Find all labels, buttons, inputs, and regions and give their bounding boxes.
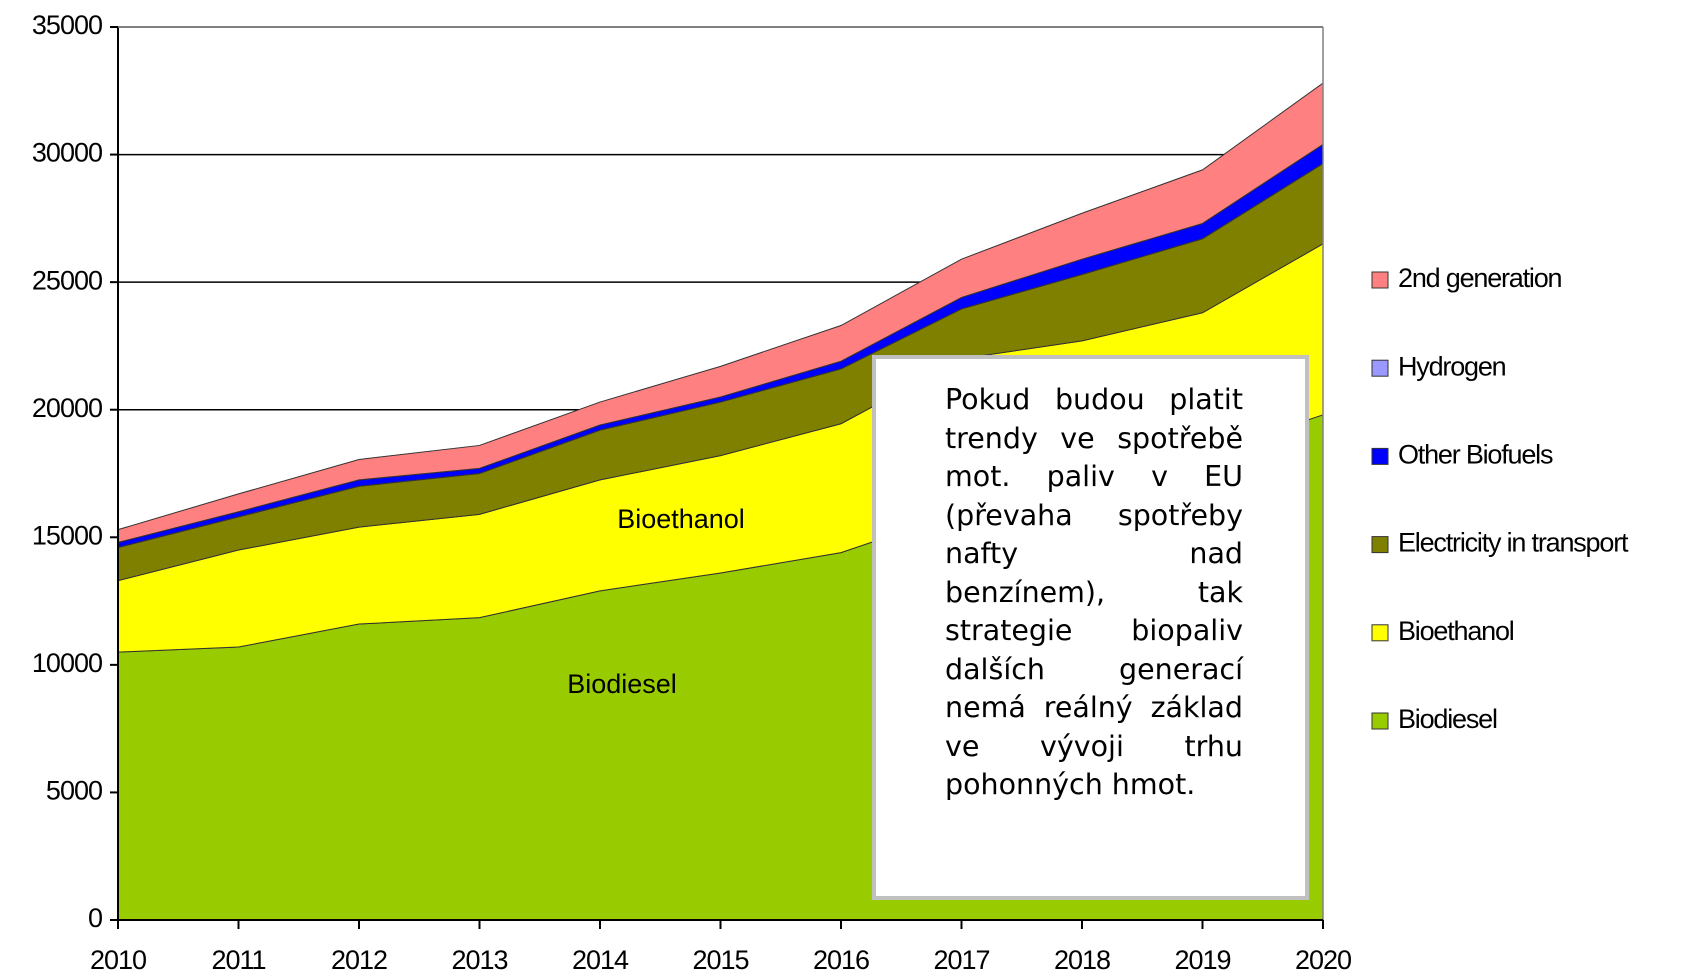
y-tick-label: 25000 — [32, 265, 102, 295]
y-tick-label: 10000 — [32, 648, 102, 678]
legend-swatch — [1371, 712, 1389, 730]
area-label: Biodiesel — [567, 669, 677, 699]
x-tick-label: 2018 — [1054, 945, 1110, 975]
legend-swatch — [1371, 536, 1389, 554]
x-tick-label: 2010 — [90, 945, 146, 975]
legend-swatch — [1371, 624, 1389, 642]
x-tick-label: 2012 — [331, 945, 387, 975]
y-tick-label: 5000 — [46, 776, 102, 806]
legend-label: Electricity in transport — [1398, 528, 1629, 558]
y-tick-label: 0 — [88, 903, 102, 933]
y-tick-label: 35000 — [32, 10, 102, 40]
x-tick-label: 2015 — [692, 945, 748, 975]
y-tick-label: 15000 — [32, 520, 102, 550]
legend-label: Hydrogen — [1398, 351, 1506, 381]
x-tick-label: 2016 — [813, 945, 869, 975]
legend-swatch — [1371, 447, 1389, 465]
note-text: Pokud budou platit trendy ve spotřebě mo… — [945, 383, 1243, 801]
legend-label: Biodiesel — [1398, 704, 1497, 734]
note-box: Pokud budou platit trendy ve spotřebě mo… — [872, 355, 1309, 900]
area-label: Bioethanol — [617, 504, 745, 534]
legend-label: 2nd generation — [1398, 263, 1562, 293]
x-tick-label: 2020 — [1295, 945, 1351, 975]
x-tick-label: 2019 — [1174, 945, 1230, 975]
legend-label: Bioethanol — [1398, 616, 1514, 646]
legend-swatch — [1371, 271, 1389, 289]
x-tick-label: 2014 — [572, 945, 629, 975]
y-tick-label: 20000 — [32, 393, 102, 423]
x-tick-label: 2011 — [211, 945, 265, 975]
legend-swatch — [1371, 359, 1389, 377]
y-tick-label: 30000 — [32, 138, 102, 168]
x-tick-label: 2013 — [451, 945, 507, 975]
legend-label: Other Biofuels — [1398, 440, 1553, 470]
x-tick-label: 2017 — [933, 945, 989, 975]
